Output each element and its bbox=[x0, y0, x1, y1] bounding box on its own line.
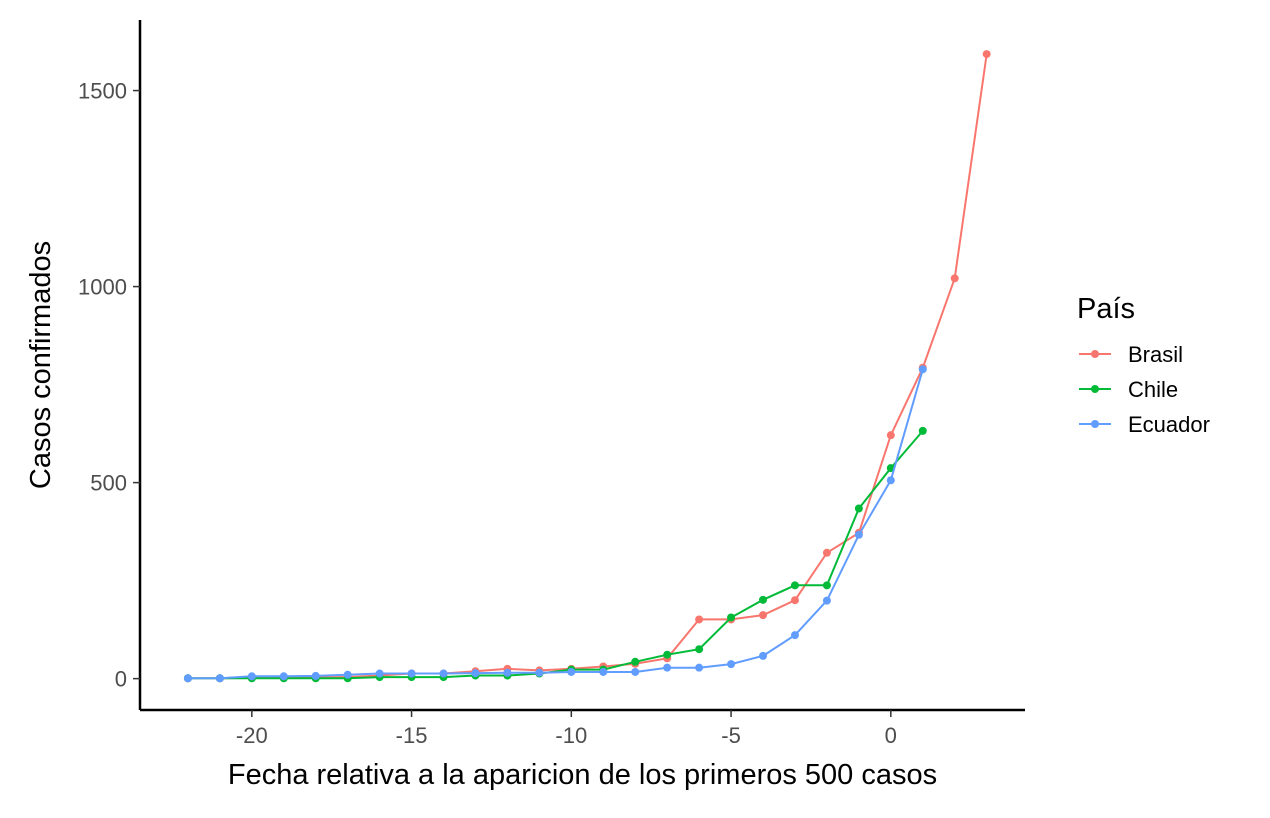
data-point-ecuador bbox=[822, 596, 831, 605]
legend-key-point bbox=[1091, 385, 1099, 393]
data-point-ecuador bbox=[759, 651, 768, 660]
data-point-ecuador bbox=[727, 660, 736, 669]
data-point-ecuador bbox=[599, 667, 608, 676]
series-line-brasil bbox=[187, 53, 988, 680]
data-point-chile bbox=[759, 595, 768, 604]
data-point-ecuador bbox=[343, 670, 352, 679]
legend-title: País bbox=[1077, 293, 1135, 325]
data-point-ecuador bbox=[439, 669, 448, 678]
data-point-chile bbox=[663, 650, 672, 659]
data-point-chile bbox=[822, 581, 831, 590]
legend-label: Ecuador bbox=[1128, 412, 1210, 437]
legend-key-point bbox=[1091, 420, 1099, 428]
x-axis-ticks: -20 -15 -10 -5 0 bbox=[236, 710, 897, 748]
data-point-chile bbox=[790, 581, 799, 590]
plot-area bbox=[183, 50, 991, 683]
legend: País Brasil Chile Ecuador bbox=[1077, 293, 1210, 437]
y-axis-title: Casos confirmados bbox=[25, 241, 57, 489]
series-ecuador bbox=[183, 365, 927, 683]
data-point-ecuador bbox=[503, 668, 512, 677]
series-line-ecuador bbox=[187, 369, 924, 680]
legend-label: Chile bbox=[1128, 377, 1178, 402]
x-tick-label: 0 bbox=[885, 723, 897, 748]
series-line-chile bbox=[187, 430, 924, 680]
data-point-chile bbox=[918, 426, 927, 435]
y-tick-label: 500 bbox=[90, 471, 127, 496]
legend-key-point bbox=[1091, 350, 1099, 358]
data-point-brasil bbox=[759, 611, 768, 620]
x-tick-label: -5 bbox=[721, 723, 741, 748]
data-point-ecuador bbox=[663, 663, 672, 672]
data-point-ecuador bbox=[695, 663, 704, 672]
data-point-ecuador bbox=[790, 631, 799, 640]
y-tick-label: 1500 bbox=[78, 79, 127, 104]
data-point-ecuador bbox=[247, 672, 256, 681]
legend-item-brasil: Brasil bbox=[1079, 342, 1183, 367]
data-point-ecuador bbox=[854, 530, 863, 539]
y-axis-ticks: 0 500 1000 1500 bbox=[78, 79, 140, 692]
data-point-ecuador bbox=[279, 672, 288, 681]
data-point-ecuador bbox=[407, 669, 416, 678]
y-tick-label: 1000 bbox=[78, 275, 127, 300]
x-tick-label: -20 bbox=[236, 723, 268, 748]
data-point-ecuador bbox=[183, 674, 192, 683]
data-point-ecuador bbox=[567, 667, 576, 676]
data-point-ecuador bbox=[471, 669, 480, 678]
data-point-brasil bbox=[822, 548, 831, 557]
data-point-brasil bbox=[950, 274, 959, 283]
data-point-brasil bbox=[886, 431, 895, 440]
y-tick-label: 0 bbox=[115, 667, 127, 692]
data-point-ecuador bbox=[535, 668, 544, 677]
series-chile bbox=[183, 426, 927, 683]
data-point-ecuador bbox=[375, 669, 384, 678]
data-point-ecuador bbox=[215, 674, 224, 683]
x-tick-label: -10 bbox=[555, 723, 587, 748]
legend-item-ecuador: Ecuador bbox=[1079, 412, 1210, 437]
x-tick-label: -15 bbox=[396, 723, 428, 748]
data-point-brasil bbox=[695, 615, 704, 624]
data-point-chile bbox=[631, 657, 640, 666]
data-point-brasil bbox=[982, 50, 991, 59]
data-point-ecuador bbox=[886, 476, 895, 485]
data-point-brasil bbox=[790, 596, 799, 605]
data-point-chile bbox=[727, 613, 736, 622]
data-point-ecuador bbox=[311, 671, 320, 680]
x-axis-title: Fecha relativa a la aparicion de los pri… bbox=[228, 759, 937, 791]
legend-item-chile: Chile bbox=[1079, 377, 1178, 402]
data-point-ecuador bbox=[918, 365, 927, 374]
data-point-chile bbox=[695, 645, 704, 654]
series-brasil bbox=[183, 50, 991, 683]
data-point-chile bbox=[854, 504, 863, 513]
data-point-ecuador bbox=[631, 667, 640, 676]
legend-label: Brasil bbox=[1128, 342, 1183, 367]
